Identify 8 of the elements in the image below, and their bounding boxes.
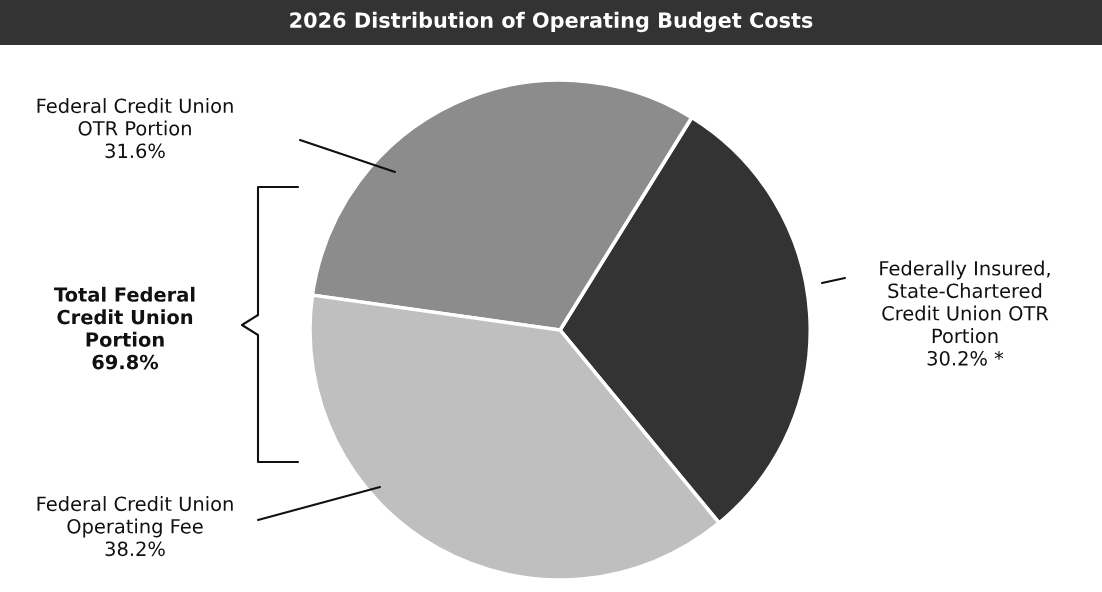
- text: Total Federal Credit Union Portion 69.8%: [54, 286, 195, 370]
- data-label: 38.2%: [105, 541, 165, 557]
- slice-label: Federally Insured, State-Chartered Credit Union OTR Portion: [880, 260, 1050, 344]
- data-label: 30.2% *: [927, 350, 1004, 366]
- data-label: 31.6%: [105, 143, 165, 159]
- chart-title: 2026 Distribution of Operating Budget Costs: [290, 11, 813, 33]
- slice-label: Federal Credit Union Operating Fee: [37, 496, 233, 538]
- slice-label: Federal Credit Union OTR Portion: [37, 98, 233, 136]
